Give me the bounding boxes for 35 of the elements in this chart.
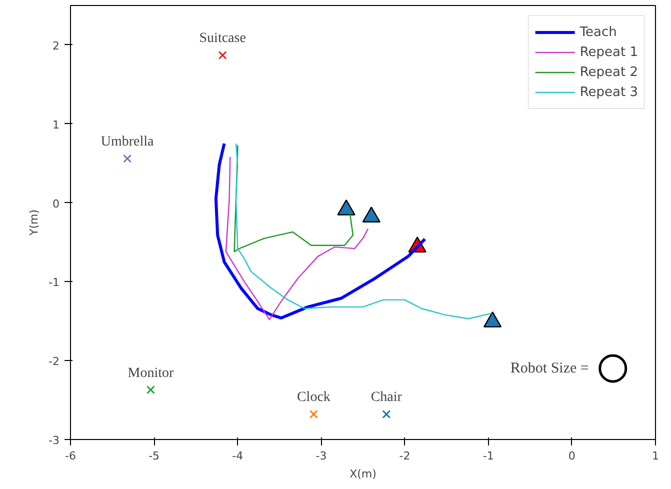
x-tick-label: -4 [232,450,244,462]
x-tick-label: 1 [652,450,659,462]
x-tick-label: -5 [148,450,160,462]
point [123,154,132,163]
point [382,410,391,419]
x-tick-label: -3 [316,450,327,462]
legend-label: Repeat 3 [580,84,638,100]
y-tick-label: -3 [48,434,60,447]
line-series [234,144,354,252]
x-axis-title: X(m) [350,468,376,480]
annotation: Robot Size = [510,360,589,376]
point [598,354,628,383]
annotation: Suitcase [199,31,246,46]
line-series [225,156,369,320]
annotation: Chair [370,390,402,406]
annotation: Umbrella [100,134,155,150]
point [218,50,227,60]
y-tick-label: -2 [48,355,60,368]
x-tick-label: -2 [399,450,410,462]
y-tick-label: 0 [52,197,60,210]
legend-label: Repeat 1 [580,44,638,60]
y-tick-label: -1 [48,276,60,290]
legend-label: Teach [580,24,617,40]
annotation: Monitor [128,366,174,381]
y-tick-label: 1 [52,118,60,132]
line-series [214,142,426,320]
x-tick-label: -6 [65,450,76,462]
y-axis-title: Y(m) [28,209,41,237]
point [309,410,318,419]
point [146,386,156,394]
y-tick-label: 2 [52,39,60,52]
x-tick-label: 0 [568,450,576,462]
x-tick-label: -1 [482,450,494,462]
annotation: Clock [296,390,330,406]
legend-label: Repeat 2 [580,64,638,80]
